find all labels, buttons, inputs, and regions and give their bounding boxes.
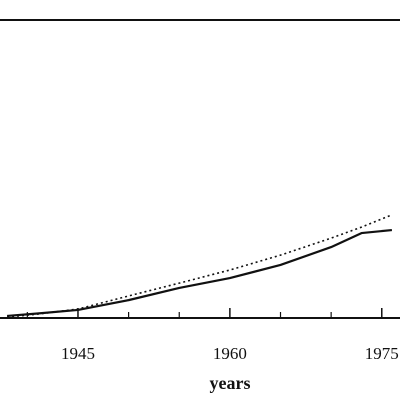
x-tick-label: 1960 [213,344,247,363]
x-tick-label: 1975 [365,344,399,363]
series-line [7,228,393,318]
x-axis-label: years [210,373,251,393]
series-line [7,214,393,318]
x-tick-label: 1945 [61,344,95,363]
